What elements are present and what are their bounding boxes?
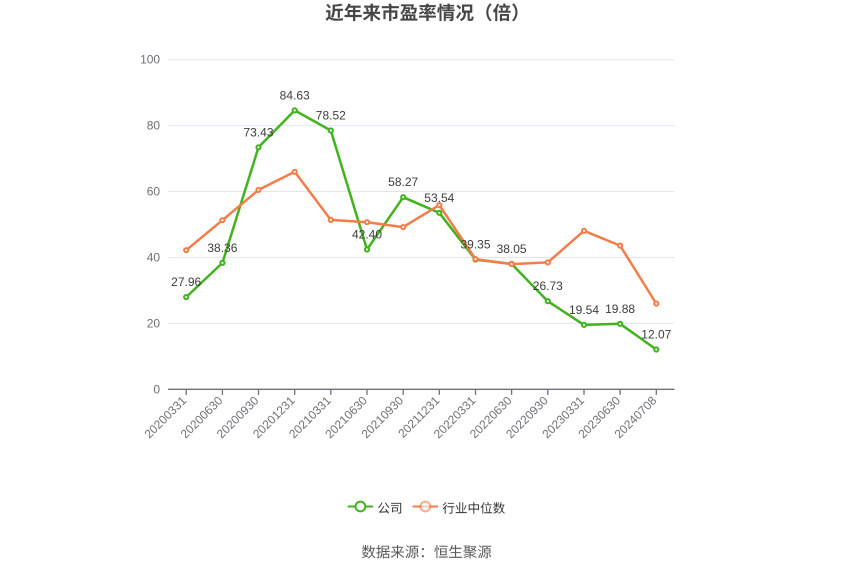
svg-text:0: 0 <box>153 382 160 396</box>
svg-text:80: 80 <box>147 119 161 133</box>
svg-text:12.07: 12.07 <box>641 328 671 342</box>
svg-text:39.35: 39.35 <box>460 238 490 252</box>
svg-text:26.73: 26.73 <box>533 279 563 293</box>
svg-text:53.54: 53.54 <box>424 191 454 205</box>
svg-text:58.27: 58.27 <box>388 175 418 189</box>
svg-text:40: 40 <box>147 251 161 265</box>
svg-text:73.43: 73.43 <box>243 125 273 139</box>
svg-text:78.52: 78.52 <box>316 109 346 123</box>
svg-text:42.40: 42.40 <box>352 228 382 242</box>
svg-text:19.88: 19.88 <box>605 302 635 316</box>
svg-text:38.36: 38.36 <box>207 241 237 255</box>
svg-text:84.63: 84.63 <box>280 88 310 102</box>
svg-text:38.05: 38.05 <box>497 242 527 256</box>
svg-text:20: 20 <box>147 316 161 330</box>
svg-text:27.96: 27.96 <box>171 275 201 289</box>
svg-text:60: 60 <box>147 185 161 199</box>
svg-text:100: 100 <box>140 53 160 67</box>
svg-text:19.54: 19.54 <box>569 303 599 317</box>
